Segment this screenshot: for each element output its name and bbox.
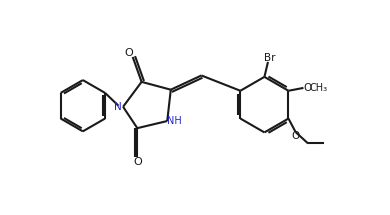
- Text: Br: Br: [264, 53, 275, 63]
- Text: NH: NH: [167, 116, 182, 126]
- Text: O: O: [124, 48, 133, 58]
- Text: O: O: [291, 131, 300, 141]
- Text: N: N: [114, 102, 122, 112]
- Text: O: O: [133, 157, 142, 167]
- Text: CH₃: CH₃: [309, 83, 328, 93]
- Text: O: O: [303, 83, 312, 93]
